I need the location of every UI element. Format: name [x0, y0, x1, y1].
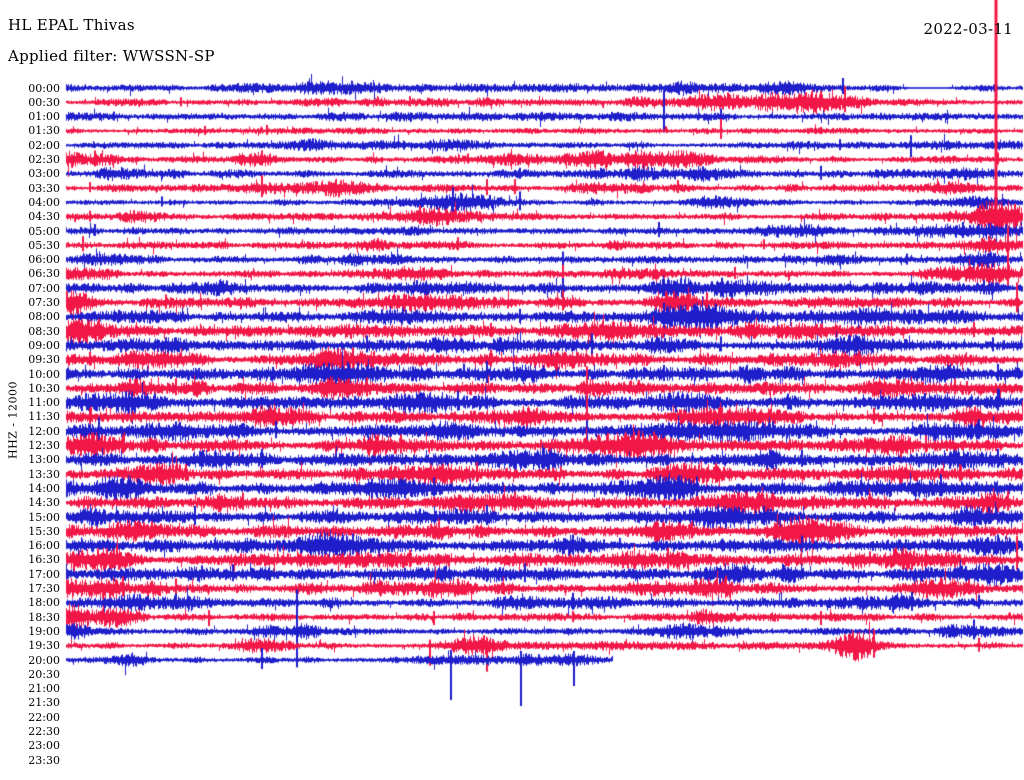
time-label: 17:30 [28, 582, 60, 595]
time-label: 11:30 [28, 410, 60, 424]
time-label: 22:30 [28, 725, 60, 738]
time-label: 09:00 [28, 338, 60, 352]
time-label: 04:30 [28, 210, 60, 224]
time-label: 13:00 [28, 453, 60, 467]
time-label: 16:00 [28, 539, 60, 553]
time-label: 06:30 [28, 267, 60, 281]
time-label: 21:00 [28, 682, 60, 696]
time-label: 02:30 [28, 153, 60, 166]
time-label: 00:30 [28, 95, 60, 109]
date-label: 2022-03-11 [923, 20, 1013, 38]
time-label: 22:00 [28, 710, 60, 724]
station-title: HL EPAL Thivas [8, 16, 135, 34]
time-label: 00:00 [28, 81, 60, 95]
time-label: 14:30 [28, 496, 60, 510]
time-label: 04:00 [28, 195, 60, 209]
time-label: 13:30 [28, 467, 60, 481]
time-label: 21:30 [28, 696, 60, 710]
time-label: 05:00 [28, 224, 60, 238]
time-label: 15:30 [28, 524, 60, 538]
time-label: 18:30 [28, 610, 60, 624]
time-label: 19:30 [28, 639, 60, 653]
time-label: 07:00 [28, 281, 60, 295]
time-label: 23:00 [28, 739, 60, 753]
time-label: 10:30 [28, 381, 60, 395]
time-label: 11:00 [28, 396, 60, 410]
time-label: 20:00 [28, 653, 60, 667]
time-label: 18:00 [28, 596, 60, 610]
time-label: 16:30 [28, 553, 60, 567]
time-label: 06:00 [28, 253, 60, 267]
filter-label: Applied filter: WWSSN-SP [8, 47, 215, 65]
time-label: 19:00 [28, 624, 60, 638]
time-label: 10:00 [28, 367, 60, 381]
time-label: 09:30 [28, 353, 60, 367]
time-label: 02:00 [28, 138, 60, 152]
time-label: 23:30 [28, 753, 60, 767]
time-label: 07:30 [28, 296, 60, 309]
time-label: 12:00 [28, 424, 60, 438]
time-label: 15:00 [28, 510, 60, 524]
time-label: 01:30 [28, 124, 60, 138]
time-label: 12:30 [28, 439, 60, 452]
time-label: 08:30 [28, 324, 60, 338]
time-label: 03:30 [28, 181, 60, 195]
time-label: 14:00 [28, 481, 60, 495]
time-label: 03:00 [28, 167, 60, 181]
time-label: 17:00 [28, 567, 60, 581]
time-label: 01:00 [28, 110, 60, 124]
time-label: 08:00 [28, 310, 60, 324]
time-label: 20:30 [28, 667, 60, 681]
time-label: 05:30 [28, 238, 60, 252]
